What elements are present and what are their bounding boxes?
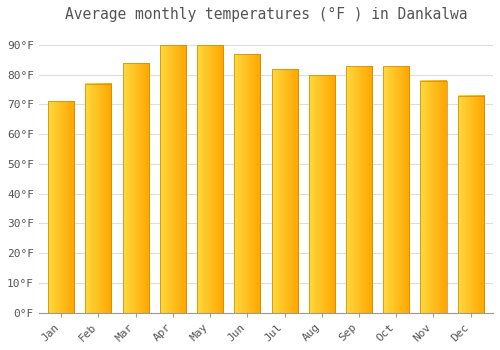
Bar <box>420 80 446 313</box>
Bar <box>86 84 112 313</box>
Title: Average monthly temperatures (°F ) in Dankalwa: Average monthly temperatures (°F ) in Da… <box>64 7 467 22</box>
Bar <box>197 45 223 313</box>
Bar <box>122 63 148 313</box>
Bar <box>346 66 372 313</box>
Bar <box>272 69 297 313</box>
Bar <box>458 96 483 313</box>
Bar <box>160 45 186 313</box>
Bar <box>234 54 260 313</box>
Bar <box>48 102 74 313</box>
Bar <box>308 75 335 313</box>
Bar <box>383 66 409 313</box>
